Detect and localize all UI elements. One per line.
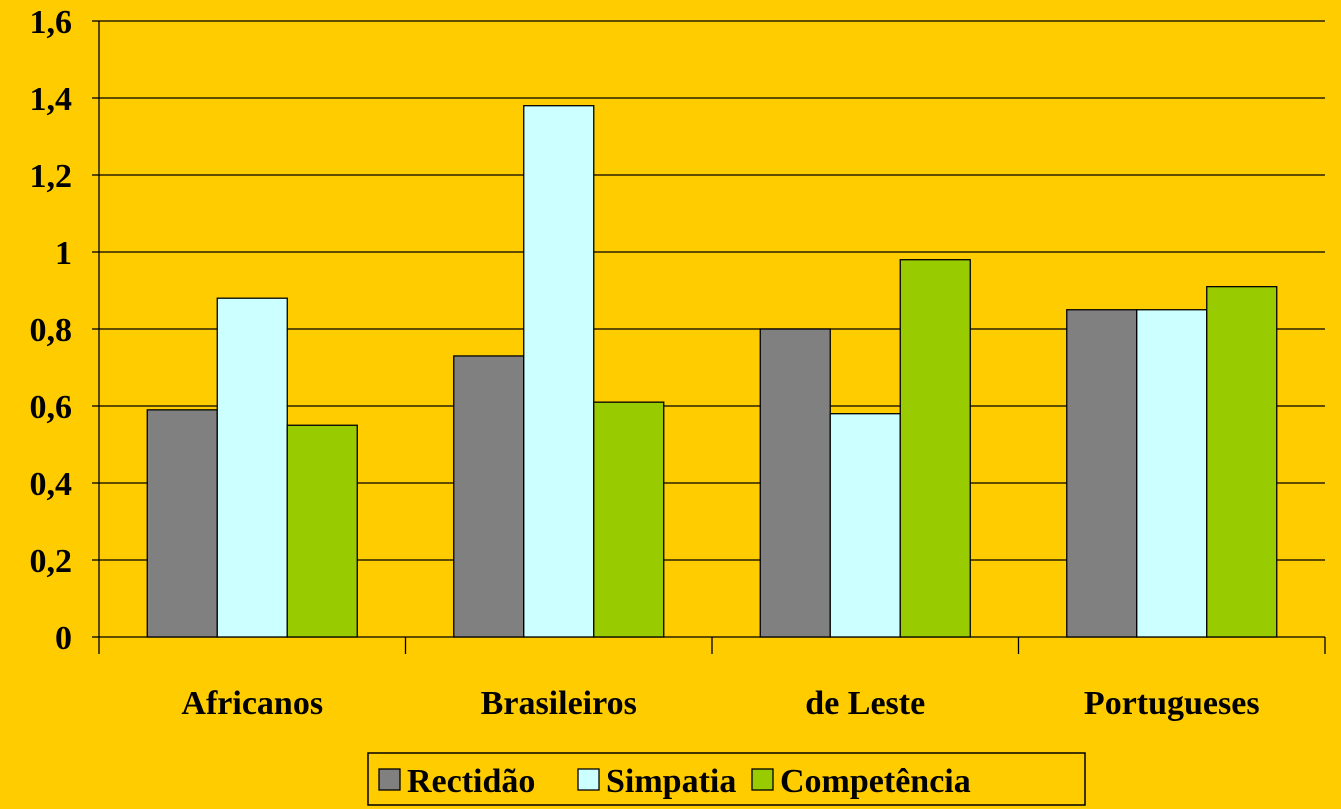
bar-rectidão-de-leste: [759, 328, 831, 638]
bar-competência-africanos: [286, 424, 358, 638]
y-tick-label-0: 0: [55, 620, 72, 657]
y-tick-label-7: 1,4: [30, 81, 73, 118]
y-tick-label-6: 1,2: [30, 158, 73, 195]
legend-swatch-1: [577, 768, 600, 791]
bar-competência-de-leste: [899, 259, 971, 638]
legend-swatch-0: [378, 768, 401, 791]
y-tick-label-3: 0,6: [30, 389, 73, 426]
legend-label-0: Rectidão: [407, 763, 535, 800]
y-tick-label-4: 0,8: [30, 312, 73, 349]
legend-box: [367, 752, 1086, 806]
x-tick-label-1: Brasileiros: [481, 685, 637, 722]
bar-simpatia-de-leste: [829, 413, 901, 638]
y-tick-label-5: 1: [55, 235, 72, 272]
legend-swatch-2: [751, 768, 774, 791]
x-tick-label-2: de Leste: [805, 685, 925, 722]
y-tick-label-1: 0,2: [30, 543, 73, 580]
bar-rectidão-brasileiros: [453, 355, 525, 638]
legend-label-1: Simpatia: [606, 763, 736, 800]
y-tick-label-2: 0,4: [30, 466, 73, 503]
x-tick-label-0: Africanos: [181, 685, 323, 722]
bar-rectidão-africanos: [146, 409, 218, 638]
bar-simpatia-africanos: [216, 297, 288, 638]
x-tick-label-3: Portugueses: [1084, 685, 1260, 722]
y-tick-label-8: 1,6: [30, 4, 73, 41]
bar-competência-brasileiros: [593, 401, 665, 638]
legend-label-2: Competência: [780, 763, 971, 800]
bar-simpatia-brasileiros: [523, 105, 595, 638]
bar-simpatia-portugueses: [1136, 309, 1208, 638]
bar-competência-portugueses: [1206, 285, 1278, 638]
bar-rectidão-portugueses: [1066, 309, 1138, 638]
